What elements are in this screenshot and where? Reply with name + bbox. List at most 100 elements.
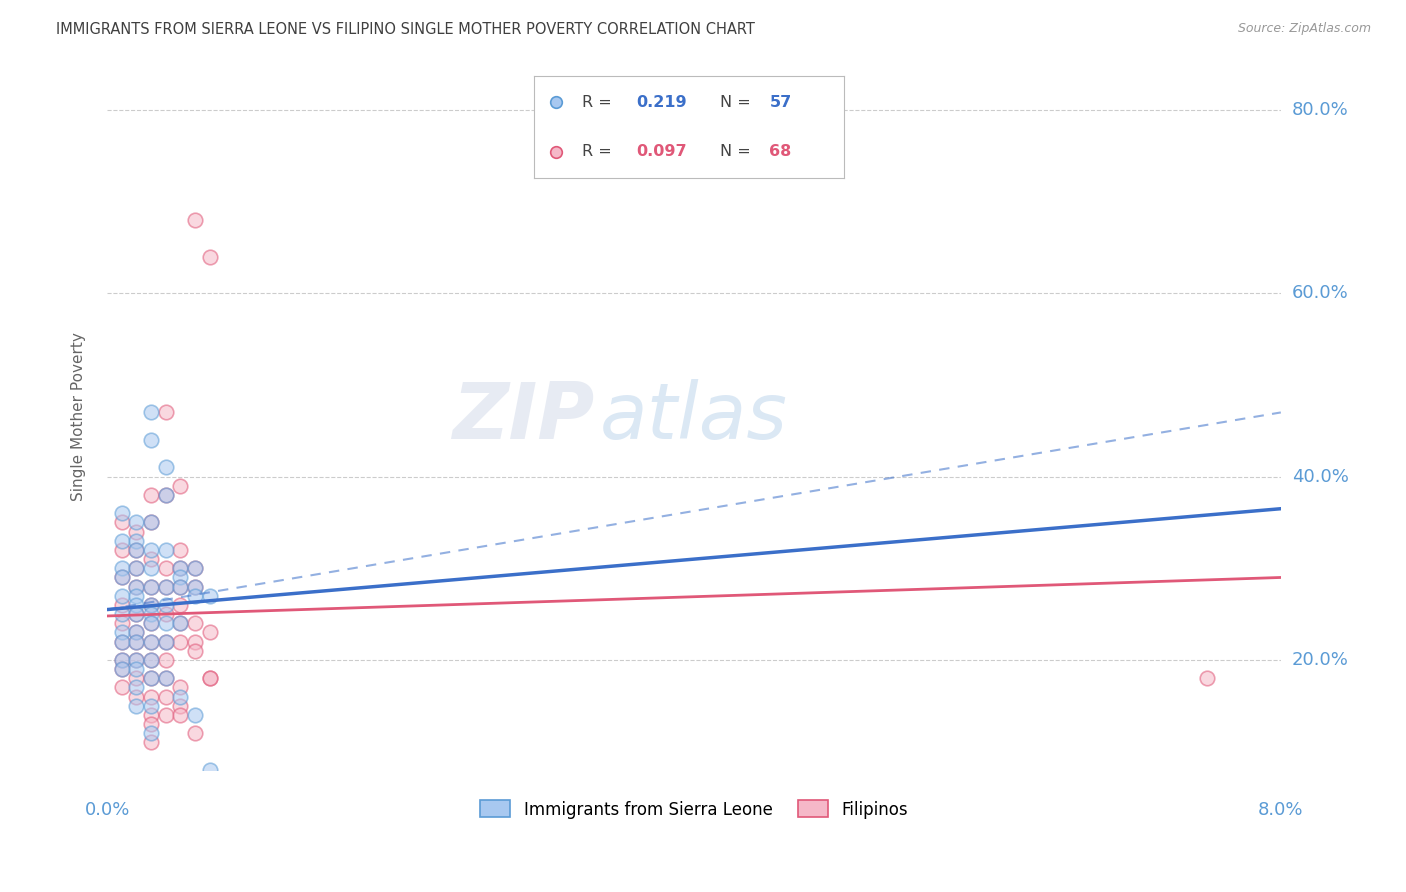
Text: 0.219: 0.219 xyxy=(637,95,688,110)
Text: R =: R = xyxy=(582,145,612,160)
Text: 40.0%: 40.0% xyxy=(1292,467,1348,485)
Point xyxy=(169,690,191,704)
Point xyxy=(155,561,177,575)
Point xyxy=(155,708,177,723)
Point xyxy=(169,616,191,631)
Point xyxy=(184,616,207,631)
Point xyxy=(184,580,207,594)
Point xyxy=(184,708,207,723)
Point xyxy=(125,634,148,648)
Point xyxy=(184,589,207,603)
Point xyxy=(155,488,177,502)
Point xyxy=(139,653,162,667)
Text: 8.0%: 8.0% xyxy=(1258,800,1303,819)
Point xyxy=(111,653,134,667)
Point xyxy=(155,634,177,648)
Point xyxy=(111,681,134,695)
Point xyxy=(155,405,177,419)
Point xyxy=(184,644,207,658)
Text: 0.0%: 0.0% xyxy=(84,800,129,819)
Text: 20.0%: 20.0% xyxy=(1292,651,1348,669)
Point xyxy=(111,662,134,676)
Point xyxy=(139,671,162,685)
Y-axis label: Single Mother Poverty: Single Mother Poverty xyxy=(72,333,86,501)
Point xyxy=(125,698,148,713)
Point xyxy=(125,524,148,539)
Point xyxy=(155,671,177,685)
Point xyxy=(139,708,162,723)
Point xyxy=(155,580,177,594)
Point xyxy=(155,634,177,648)
Point xyxy=(111,589,134,603)
Point xyxy=(139,516,162,530)
Text: R =: R = xyxy=(582,95,612,110)
Point xyxy=(155,580,177,594)
Point xyxy=(139,607,162,621)
Point xyxy=(169,561,191,575)
Point xyxy=(139,580,162,594)
Point xyxy=(139,405,162,419)
Point xyxy=(111,653,134,667)
Point xyxy=(125,607,148,621)
Point xyxy=(125,607,148,621)
Point xyxy=(139,616,162,631)
Text: 57: 57 xyxy=(769,95,792,110)
Point xyxy=(111,543,134,558)
Point xyxy=(155,543,177,558)
Point xyxy=(139,726,162,740)
Point xyxy=(155,488,177,502)
Point xyxy=(139,698,162,713)
Point xyxy=(169,598,191,612)
Point xyxy=(125,533,148,548)
Point xyxy=(125,690,148,704)
Point xyxy=(169,580,191,594)
Point xyxy=(155,671,177,685)
Point xyxy=(198,671,221,685)
Point xyxy=(139,616,162,631)
Point xyxy=(125,671,148,685)
Point xyxy=(125,625,148,640)
Point xyxy=(111,516,134,530)
Point xyxy=(111,616,134,631)
Text: N =: N = xyxy=(720,95,751,110)
Point xyxy=(155,653,177,667)
Point xyxy=(184,561,207,575)
Text: 0.097: 0.097 xyxy=(637,145,688,160)
Point xyxy=(125,681,148,695)
Point xyxy=(125,580,148,594)
Point xyxy=(169,681,191,695)
Point xyxy=(125,653,148,667)
Point xyxy=(169,698,191,713)
Point xyxy=(111,506,134,520)
Point xyxy=(139,598,162,612)
Point xyxy=(169,634,191,648)
Text: 60.0%: 60.0% xyxy=(1292,285,1348,302)
Point xyxy=(139,735,162,749)
Point xyxy=(198,763,221,777)
Point xyxy=(111,570,134,584)
Point xyxy=(139,717,162,731)
Point xyxy=(111,634,134,648)
Point xyxy=(184,561,207,575)
Point xyxy=(184,634,207,648)
Point xyxy=(169,479,191,493)
Point xyxy=(111,533,134,548)
Point xyxy=(111,625,134,640)
Point xyxy=(169,708,191,723)
Point xyxy=(139,433,162,447)
Text: atlas: atlas xyxy=(600,379,787,455)
Point xyxy=(198,625,221,640)
Text: IMMIGRANTS FROM SIERRA LEONE VS FILIPINO SINGLE MOTHER POVERTY CORRELATION CHART: IMMIGRANTS FROM SIERRA LEONE VS FILIPINO… xyxy=(56,22,755,37)
Point xyxy=(155,460,177,475)
Point xyxy=(125,543,148,558)
Text: 68: 68 xyxy=(769,145,792,160)
Point xyxy=(184,726,207,740)
Point xyxy=(111,662,134,676)
Point xyxy=(544,95,567,110)
Point xyxy=(169,580,191,594)
Point xyxy=(184,213,207,227)
Point xyxy=(155,616,177,631)
Point xyxy=(125,653,148,667)
Point xyxy=(125,662,148,676)
Point xyxy=(544,145,567,159)
